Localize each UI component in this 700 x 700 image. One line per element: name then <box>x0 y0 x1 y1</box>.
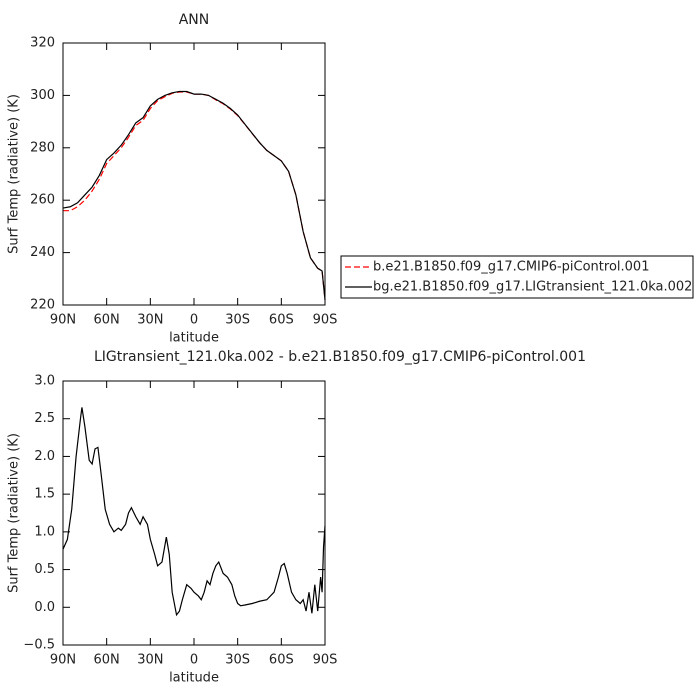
y-tick-label: 280 <box>30 140 55 155</box>
y-tick-label: 0.5 <box>34 562 55 577</box>
y-tick-label: −0.5 <box>23 638 55 653</box>
data-line <box>62 407 326 617</box>
x-axis-label: latitude <box>169 331 219 346</box>
y-tick-label: 3.0 <box>34 374 55 389</box>
x-tick-label: 90S <box>313 653 338 668</box>
x-tick-label: 30S <box>225 313 250 328</box>
y-axis-label: Surf Temp (radiative) (K) <box>7 94 22 254</box>
legend-box <box>340 255 694 299</box>
x-tick-label: 0 <box>190 653 198 668</box>
plot-frame <box>62 42 326 306</box>
x-tick-label: 30N <box>137 653 163 668</box>
x-tick-label: 90N <box>50 313 76 328</box>
x-tick-label: 90S <box>313 313 338 328</box>
x-tick-label: 30N <box>137 313 163 328</box>
x-axis-label: latitude <box>169 671 219 686</box>
legend-label: b.e21.B1850.f09_g17.CMIP6-piControl.001 <box>373 260 649 275</box>
x-tick-label: 60S <box>269 653 294 668</box>
data-line <box>63 91 326 300</box>
y-axis-label: Surf Temp (radiative) (K) <box>7 433 22 593</box>
y-tick-label: 2.0 <box>34 449 55 464</box>
x-tick-label: 30S <box>225 653 250 668</box>
chart-title: ANN <box>179 12 210 28</box>
x-tick-label: 60N <box>94 653 120 668</box>
y-tick-label: 220 <box>30 298 55 313</box>
x-tick-label: 0 <box>190 313 198 328</box>
y-tick-label: 1.5 <box>34 487 55 502</box>
plot-frame <box>62 380 326 646</box>
y-tick-label: 320 <box>30 36 55 51</box>
legend-label: bg.e21.B1850.f09_g17.LIGtransient_121.0k… <box>373 280 692 295</box>
y-tick-label: 1.0 <box>34 524 55 539</box>
x-tick-label: 90N <box>50 653 76 668</box>
chart-title: LIGtransient_121.0ka.002 - b.e21.B1850.f… <box>94 349 586 365</box>
y-tick-label: 260 <box>30 193 55 208</box>
y-tick-label: 0.0 <box>34 600 55 615</box>
y-tick-label: 240 <box>30 245 55 260</box>
x-tick-label: 60S <box>269 313 294 328</box>
y-tick-label: 2.5 <box>34 411 55 426</box>
data-line <box>62 90 326 300</box>
x-tick-label: 60N <box>94 313 120 328</box>
y-tick-label: 300 <box>30 88 55 103</box>
